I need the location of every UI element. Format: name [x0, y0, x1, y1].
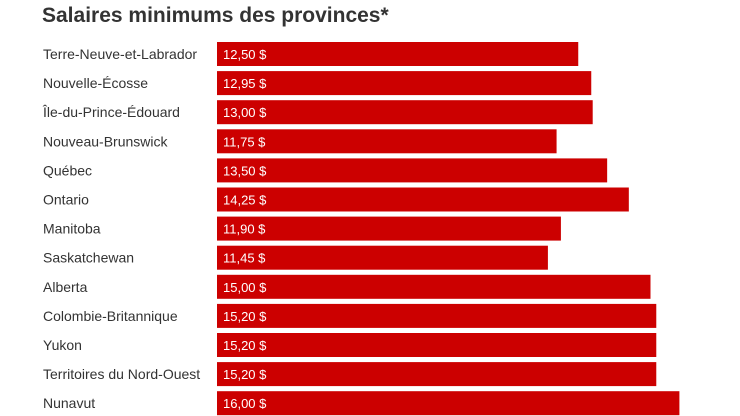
bar-row: Nunavut 16,00 $: [43, 391, 680, 416]
bar-row: Colombie-Britannique 15,20 $: [43, 303, 657, 328]
bar: [217, 187, 629, 212]
bar-row: Saskatchewan 11,45 $: [43, 245, 548, 270]
bar: [217, 100, 593, 125]
category-label: Nouveau-Brunswick: [43, 133, 168, 149]
category-label: Nunavut: [43, 395, 95, 411]
category-label: Colombie-Britannique: [43, 308, 178, 324]
bar-value-label: 15,20 $: [223, 367, 267, 382]
bar: [217, 158, 608, 183]
category-label: Yukon: [43, 337, 82, 353]
bar: [217, 216, 561, 241]
bar-value-label: 13,50 $: [223, 163, 267, 178]
bar: [217, 303, 657, 328]
category-label: Territoires du Nord-Ouest: [43, 366, 200, 382]
bar-row: Yukon 15,20 $: [43, 333, 657, 357]
bar-row: Territoires du Nord-Ouest 15,20 $: [43, 362, 657, 387]
bar: [217, 333, 657, 357]
bar: [217, 129, 557, 154]
bar-value-label: 11,90 $: [223, 222, 266, 237]
bar-value-label: 15,20 $: [223, 338, 267, 353]
bar-value-label: 15,20 $: [223, 309, 267, 324]
bar-value-label: 11,45 $: [223, 251, 266, 266]
chart-title: Salaires minimums des provinces*: [42, 4, 389, 27]
bar-value-label: 16,00 $: [223, 396, 267, 411]
category-label: Québec: [43, 162, 92, 178]
bar-value-label: 15,00 $: [223, 280, 267, 295]
category-label: Ontario: [43, 192, 89, 208]
category-label: Manitoba: [43, 221, 101, 237]
bar-row: Alberta 15,00 $: [43, 274, 651, 299]
category-label: Nouvelle-Écosse: [43, 75, 148, 91]
bar: [217, 274, 651, 299]
category-label: Alberta: [43, 279, 88, 295]
category-label: Saskatchewan: [43, 250, 134, 266]
category-label: Terre-Neuve-et-Labrador: [43, 46, 197, 62]
bar: [217, 42, 579, 66]
bar-row: Manitoba 11,90 $: [43, 216, 561, 241]
bar-value-label: 11,75 $: [223, 134, 266, 149]
bar-row: Nouveau-Brunswick 11,75 $: [43, 129, 557, 154]
bar: [217, 362, 657, 387]
bar-row: Terre-Neuve-et-Labrador 12,50 $: [43, 42, 579, 66]
bar-value-label: 12,95 $: [223, 76, 267, 91]
bar: [217, 391, 680, 416]
bar-value-label: 12,50 $: [223, 47, 267, 62]
bar-row: Nouvelle-Écosse 12,95 $: [43, 71, 592, 96]
bar-row: Québec 13,50 $: [43, 158, 608, 183]
bar-row: Ontario 14,25 $: [43, 187, 629, 212]
bar-value-label: 13,00 $: [223, 105, 267, 120]
category-label: Île-du-Prince-Édouard: [42, 104, 180, 120]
bar: [217, 71, 592, 96]
bar-value-label: 14,25 $: [223, 193, 267, 208]
bar-row: Île-du-Prince-Édouard 13,00 $: [42, 100, 593, 125]
bar: [217, 245, 548, 270]
